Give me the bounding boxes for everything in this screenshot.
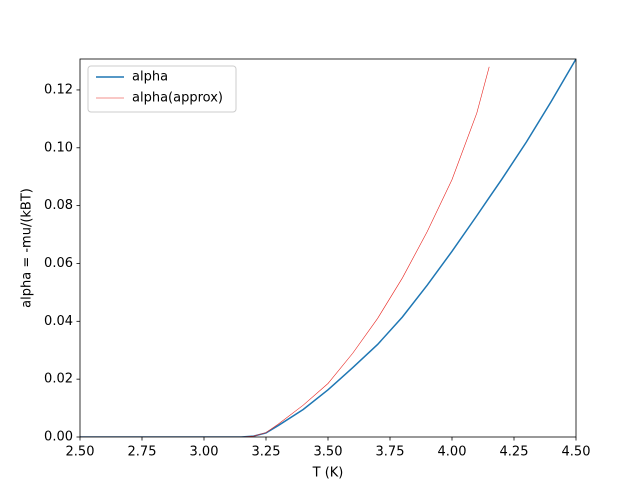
y-tick-label: 0.12 — [44, 82, 73, 97]
series-line — [80, 59, 576, 437]
legend-box — [87, 65, 237, 113]
x-tick-label: 3.50 — [314, 445, 343, 460]
y-axis-label: alpha = -mu/(kBT) — [20, 188, 35, 308]
plot-frame — [79, 58, 577, 438]
series-line — [80, 66, 490, 437]
x-axis-label: T (K) — [312, 466, 344, 481]
y-tick-label: 0.04 — [44, 314, 73, 329]
y-tick-label: 0.08 — [44, 198, 73, 213]
x-tick-label: 3.75 — [376, 445, 405, 460]
y-tick-label: 0.02 — [44, 372, 73, 387]
x-tick-label: 4.50 — [562, 445, 591, 460]
x-tick-label: 4.25 — [500, 445, 529, 460]
x-tick-label: 3.00 — [190, 445, 219, 460]
x-tick-label: 3.25 — [252, 445, 281, 460]
y-tick-label: 0.10 — [44, 140, 73, 155]
legend-label: alpha — [132, 70, 168, 85]
legend-label: alpha(approx) — [132, 91, 223, 106]
x-tick-label: 2.75 — [128, 445, 157, 460]
y-tick-label: 0.06 — [44, 256, 73, 271]
x-tick-label: 2.50 — [66, 445, 95, 460]
x-tick-label: 4.00 — [438, 445, 467, 460]
y-tick-label: 0.00 — [44, 430, 73, 445]
